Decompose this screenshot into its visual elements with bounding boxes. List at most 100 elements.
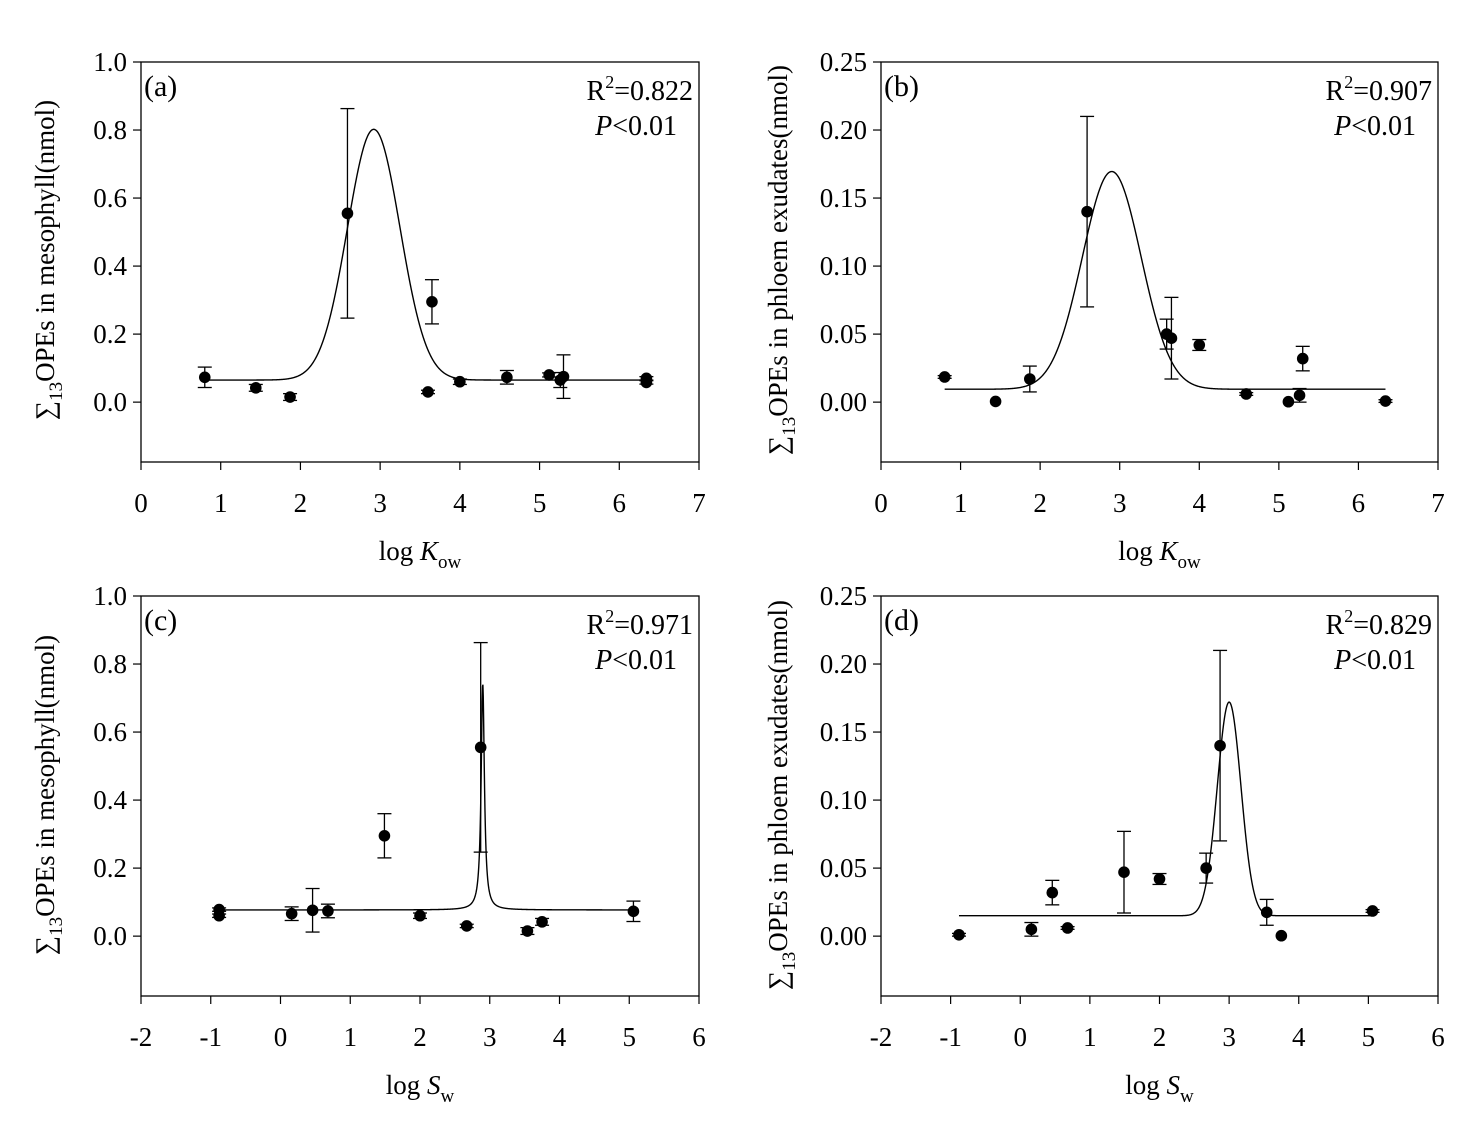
fit-curve <box>204 128 647 381</box>
p-value-text: <0.01 <box>612 645 677 676</box>
data-point <box>414 909 426 922</box>
x-axis-label-variable: S <box>1167 1070 1181 1100</box>
r-squared-superscript: 2 <box>605 606 614 626</box>
data-point <box>1282 395 1295 408</box>
plot-frame <box>140 61 700 463</box>
r-squared-superscript: 2 <box>1344 606 1353 626</box>
data-point <box>422 386 434 398</box>
x-axis-label-text: log <box>1125 1070 1166 1100</box>
x-axis-label: log Kow <box>1118 536 1201 573</box>
x-tick-label: -2 <box>130 1022 153 1052</box>
p-value-annotation: P<0.01 <box>1333 645 1416 676</box>
p-value-annotation: P<0.01 <box>1333 111 1416 142</box>
x-tick-label: 2 <box>1033 488 1047 518</box>
data-point <box>213 909 225 922</box>
y-axis-label-text: OPEs in mesophyll(nmol) <box>30 635 60 917</box>
y-tick-label: 0.05 <box>820 319 867 349</box>
panel-label: (b) <box>884 70 919 103</box>
x-tick-label: 6 <box>1431 1022 1445 1052</box>
fit-curve <box>219 684 634 911</box>
sigma-symbol: ∑ <box>763 971 793 990</box>
x-tick-label: 2 <box>294 488 308 518</box>
y-axis-label-text: OPEs in phloem exudates(nmol) <box>763 65 793 417</box>
y-tick-label: 0.00 <box>820 921 867 951</box>
y-axis-label: ∑13OPEs in phloem exudates(nmol) <box>763 65 800 455</box>
r-squared-superscript: 2 <box>605 72 614 92</box>
x-tick-label: 3 <box>1222 1022 1236 1052</box>
y-tick-label: 0.8 <box>93 649 127 679</box>
fit-curve <box>958 701 1373 917</box>
x-axis-label-subscript: w <box>441 1086 455 1107</box>
y-tick-label: 0.4 <box>93 785 127 815</box>
x-axis-label-subscript: ow <box>438 552 462 573</box>
y-tick-label: 0.10 <box>820 251 867 281</box>
y-tick-label: 0.20 <box>820 649 867 679</box>
x-tick-label: 5 <box>1362 1022 1376 1052</box>
x-tick-label: 0 <box>874 488 888 518</box>
r-squared-label: R <box>1326 76 1345 107</box>
y-axis-label-subscript: 13 <box>46 917 67 936</box>
y-axis-label: ∑13OPEs in phloem exudates(nmol) <box>763 600 800 990</box>
sigma-symbol: ∑ <box>763 436 793 455</box>
panel-a: 0.0 0.2 0.4 0.6 0.8 1.0 0 1 2 3 4 5 6 7 log Kow ∑13OPEs… <box>30 47 706 573</box>
data-point <box>1240 388 1253 400</box>
x-tick-label: -1 <box>939 1022 962 1052</box>
panel-label: (a) <box>144 70 177 103</box>
x-axis-label: log Sw <box>386 1070 455 1107</box>
fit-curve <box>944 170 1386 390</box>
x-tick-label: -2 <box>870 1022 893 1052</box>
y-tick-label: 1.0 <box>93 47 127 77</box>
r-squared-label: R <box>587 76 606 107</box>
x-tick-label: 4 <box>1292 1022 1306 1052</box>
data-point <box>378 829 391 842</box>
data-point <box>306 904 319 917</box>
y-tick-label: 0.2 <box>93 853 127 883</box>
data-point <box>285 907 298 920</box>
r-squared-value: =0.829 <box>1353 610 1432 641</box>
data-point <box>543 369 555 381</box>
y-tick-label: 0.15 <box>820 717 867 747</box>
x-axis-label-variable: S <box>427 1070 441 1100</box>
data-point <box>198 371 211 384</box>
x-tick-label: 0 <box>274 1022 288 1052</box>
data-point <box>460 920 473 932</box>
data-point <box>501 371 513 384</box>
x-tick-label: 2 <box>413 1022 427 1052</box>
x-tick-label: 2 <box>1153 1022 1167 1052</box>
r-squared-annotation: R2=0.829 <box>1326 606 1432 641</box>
sigma-symbol: ∑ <box>30 401 60 420</box>
x-tick-label: 6 <box>613 488 627 518</box>
x-tick-label: 5 <box>623 1022 637 1052</box>
data-point <box>1275 929 1288 942</box>
y-tick-label: 0.20 <box>820 115 867 145</box>
plot-frame <box>880 61 1439 463</box>
r-squared-value: =0.822 <box>614 76 693 107</box>
data-point <box>249 382 262 394</box>
y-tick-label: 0.25 <box>820 47 867 77</box>
panel-label: (c) <box>144 604 177 637</box>
data-point <box>1293 389 1306 402</box>
data-point <box>536 916 548 928</box>
y-axis-label: ∑13OPEs in mesophyll(nmol) <box>30 100 67 420</box>
y-axis-label-text: OPEs in mesophyll(nmol) <box>30 100 60 382</box>
sigma-symbol: ∑ <box>30 936 60 955</box>
y-axis-label: ∑13OPEs in mesophyll(nmol) <box>30 635 67 955</box>
data-point <box>1193 339 1206 351</box>
y-axis-label-subscript: 13 <box>779 417 800 436</box>
p-value-annotation: P<0.01 <box>594 645 677 676</box>
r-squared-annotation: R2=0.822 <box>587 72 693 107</box>
data-point <box>474 741 487 754</box>
data-point <box>953 928 965 941</box>
p-value-annotation: P<0.01 <box>594 111 677 142</box>
x-tick-label: 0 <box>1014 1022 1028 1052</box>
data-point <box>1118 866 1130 878</box>
y-tick-label: 0.6 <box>93 183 127 213</box>
data-point <box>938 371 951 383</box>
x-tick-label: 7 <box>1431 488 1445 518</box>
panel-c: 0.0 0.2 0.4 0.6 0.8 1.0 -2 -1 0 1 2 3 4 5 6 log Sw ∑13OP… <box>30 581 706 1107</box>
x-tick-label: 7 <box>692 488 706 518</box>
x-axis-label-text: log <box>379 536 420 566</box>
data-point <box>627 905 640 918</box>
p-value-variable: P <box>594 111 612 142</box>
